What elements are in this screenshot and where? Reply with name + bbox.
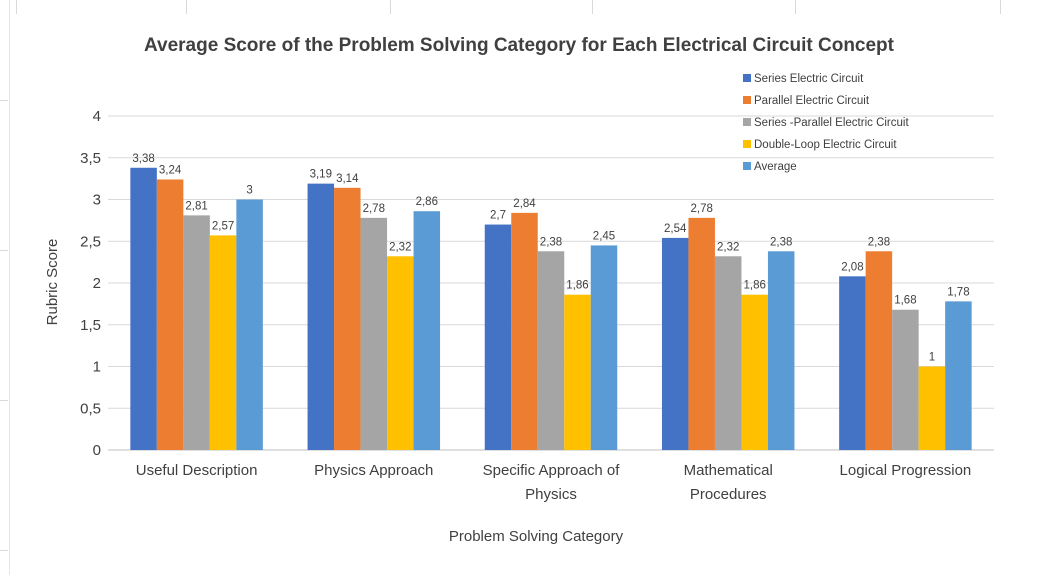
y-tick-label: 0	[93, 442, 101, 459]
sheet-row-line	[0, 250, 8, 251]
legend-swatch	[743, 140, 751, 148]
legend: Series Electric Circuit Parallel Electric…	[743, 73, 909, 173]
bar	[714, 256, 742, 450]
x-category-label: Logical Progression	[840, 462, 972, 479]
data-label: 2,57	[212, 220, 234, 232]
data-label: 2,78	[691, 203, 713, 215]
sheet-column-line	[16, 0, 17, 14]
bar	[892, 309, 919, 450]
sheet-column-line	[795, 0, 796, 14]
data-label: 2,7	[490, 210, 506, 222]
sheet-row-line	[0, 550, 8, 551]
bar	[360, 217, 388, 450]
bar	[564, 294, 591, 450]
data-label: 2,38	[770, 236, 792, 248]
data-label: 1,78	[947, 286, 969, 298]
x-axis-title: Problem Solving Category	[449, 528, 624, 545]
legend-entry: Parallel Electric Circuit	[754, 95, 870, 107]
sheet-left-border	[9, 0, 10, 575]
data-label: 2,32	[389, 241, 411, 253]
bar	[209, 235, 237, 450]
bar	[307, 183, 335, 450]
data-label: 1,86	[566, 280, 588, 292]
bar	[413, 211, 441, 450]
legend-swatch	[743, 162, 751, 170]
y-axis-title: Rubric Score	[44, 239, 61, 326]
y-tick-label: 1,5	[80, 317, 101, 334]
chart-title: Average Score of the Problem Solving Cat…	[144, 35, 895, 56]
x-axis-categories: Useful Description Physics Approach Specif…	[136, 462, 972, 503]
data-label: 2,45	[593, 230, 615, 242]
bar	[183, 215, 210, 450]
y-tick-label: 3	[93, 192, 101, 209]
bar	[688, 217, 715, 450]
y-tick-label: 4	[93, 108, 101, 125]
bar	[918, 366, 946, 450]
legend-entry: Average	[754, 161, 797, 173]
bar	[236, 199, 263, 450]
sheet-column-line	[592, 0, 593, 14]
bar	[387, 256, 414, 450]
y-tick-label: 2,5	[80, 233, 101, 250]
bar	[537, 251, 565, 450]
y-tick-label: 3,5	[80, 150, 101, 167]
x-category-label: Mathematical Procedures	[684, 462, 773, 503]
legend-entry: Series Electric Circuit	[754, 73, 864, 85]
data-label: 3,19	[310, 169, 332, 181]
sheet-column-line	[390, 0, 391, 14]
bars	[130, 167, 972, 450]
data-label: 2,81	[185, 200, 207, 212]
data-label: 1,86	[744, 280, 766, 292]
data-label: 3,14	[336, 173, 359, 185]
data-label: 3	[246, 185, 252, 197]
chart-area[interactable]: Average Score of the Problem Solving Cat…	[14, 14, 1024, 562]
bar	[661, 237, 689, 450]
legend-swatch	[743, 96, 751, 104]
sheet-row-line	[0, 100, 8, 101]
data-label: 2,54	[664, 223, 687, 235]
x-category-label: Specific Approach of Physics	[483, 462, 621, 503]
sheet-row-line	[0, 400, 8, 401]
legend-swatch	[743, 118, 751, 126]
data-label: 3,38	[132, 153, 154, 165]
data-label: 2,38	[540, 236, 562, 248]
bar	[839, 276, 866, 450]
data-label: 1,68	[894, 295, 916, 307]
data-label: 2,32	[717, 241, 739, 253]
bar	[484, 224, 512, 450]
legend-swatch	[743, 74, 751, 82]
legend-entry: Series -Parallel Electric Circuit	[754, 117, 909, 129]
bar	[590, 245, 618, 450]
data-label: 2,86	[416, 196, 438, 208]
sheet-column-line	[1000, 0, 1001, 14]
x-category-label: Useful Description	[136, 462, 258, 479]
bar	[741, 294, 768, 450]
bar	[511, 212, 538, 450]
y-tick-label: 0,5	[80, 400, 101, 417]
data-label: 2,08	[841, 261, 863, 273]
data-labels: 3,38 3,19 2,7 2,54 2,08 3,24 3,14 2,84 2,78 2,38 2…	[132, 153, 969, 364]
bar-chart: Average Score of the Problem Solving Cat…	[44, 35, 994, 545]
bar	[865, 251, 893, 450]
data-label: 2,84	[513, 198, 536, 210]
x-category-label: Physics Approach	[314, 462, 433, 479]
y-axis-ticks: 0 0,5 1 1,5 2 2,5 3 3,5 4	[80, 108, 101, 459]
y-tick-label: 1	[93, 359, 101, 376]
data-label: 1	[929, 352, 935, 364]
bar	[334, 187, 361, 450]
bar	[945, 301, 972, 450]
data-label: 3,24	[159, 164, 182, 176]
bar	[767, 251, 795, 450]
y-tick-label: 2	[93, 275, 101, 292]
data-label: 2,38	[868, 236, 890, 248]
bar	[156, 179, 184, 450]
data-label: 2,78	[363, 203, 385, 215]
sheet-column-line	[186, 0, 187, 14]
legend-entry: Double-Loop Electric Circuit	[754, 139, 897, 151]
bar	[130, 167, 157, 450]
